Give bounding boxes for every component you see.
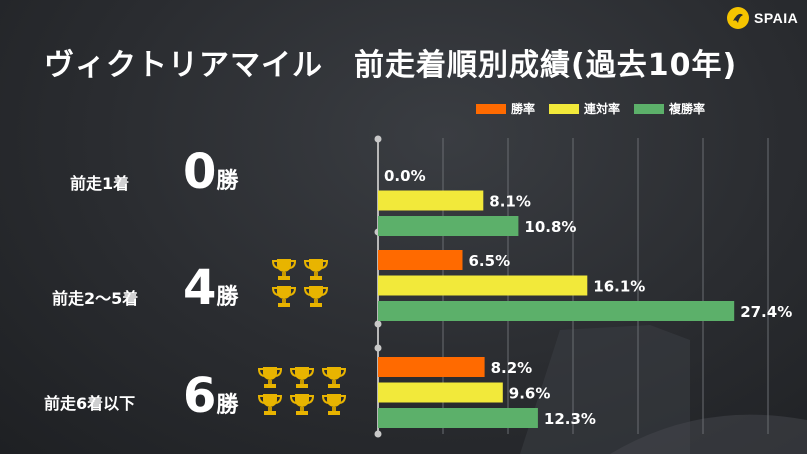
brand-name: SPAIA [754, 10, 799, 26]
trophy-group-6plus [257, 365, 347, 416]
axis-marker-dot [374, 135, 382, 143]
data-label: 6.5% [469, 252, 511, 270]
data-label: 10.8% [524, 218, 576, 236]
background-stand-shape [520, 325, 690, 454]
bar [378, 216, 519, 236]
data-label: 12.3% [544, 410, 596, 428]
wins-unit: 勝 [216, 393, 239, 418]
brand-logo: SPAIA [726, 6, 798, 30]
row-label-6plus: 前走6着以下 [44, 394, 136, 413]
bar [378, 408, 538, 428]
wins-1st: 0勝 [183, 148, 238, 196]
bar [378, 250, 463, 270]
trophy-icon [303, 286, 329, 307]
bar [378, 275, 588, 296]
wins-6plus: 6勝 [183, 372, 238, 420]
bar [378, 190, 484, 211]
trophy-group-2to5 [271, 257, 329, 308]
row-label-2to5: 前走2～5着 [52, 289, 139, 308]
data-label: 0.0% [384, 167, 426, 185]
legend-swatch-win [476, 103, 506, 114]
legend-label-place2: 連対率 [584, 102, 621, 116]
trophy-icon [321, 367, 347, 388]
legend-item-place3: 複勝率 [634, 100, 705, 117]
row-label-1st: 前走1着 [70, 174, 130, 193]
legend-label-win: 勝率 [511, 102, 536, 116]
data-label: 27.4% [740, 303, 792, 321]
spaia-logo-icon [727, 7, 749, 29]
data-label: 8.2% [491, 359, 533, 377]
trophy-icon [257, 367, 283, 388]
trophy-icon [257, 394, 283, 415]
trophy-icon [271, 286, 297, 307]
trophy-icon [271, 259, 297, 280]
bar [378, 382, 503, 403]
axis-marker-dot [374, 344, 382, 352]
bar [378, 357, 485, 377]
trophy-icon [289, 367, 315, 388]
legend-swatch-place2 [549, 103, 580, 114]
wins-2to5: 4勝 [183, 264, 238, 312]
legend-swatch-place3 [634, 103, 665, 114]
trophy-icon [321, 394, 347, 415]
axis-marker-dot [374, 430, 382, 438]
wins-unit: 勝 [216, 285, 239, 310]
wins-count: 0 [183, 144, 217, 200]
page-title: ヴィクトリアマイル 前走着順別成績(過去10年) [44, 48, 738, 83]
legend-item-win: 勝率 [476, 100, 535, 117]
data-label: 8.1% [489, 193, 531, 211]
data-label: 16.1% [593, 278, 645, 296]
legend-label-place3: 複勝率 [669, 102, 706, 116]
wins-unit: 勝 [216, 169, 239, 194]
bar [378, 301, 735, 321]
legend: 勝率 連対率 複勝率 [476, 100, 705, 117]
legend-item-place2: 連対率 [549, 100, 620, 117]
wins-count: 4 [183, 260, 217, 316]
axis-marker-dot [374, 320, 382, 328]
background-track-shape [610, 414, 807, 454]
wins-count: 6 [183, 368, 217, 424]
data-label: 9.6% [509, 385, 551, 403]
trophy-icon [303, 259, 329, 280]
trophy-icon [289, 394, 315, 415]
